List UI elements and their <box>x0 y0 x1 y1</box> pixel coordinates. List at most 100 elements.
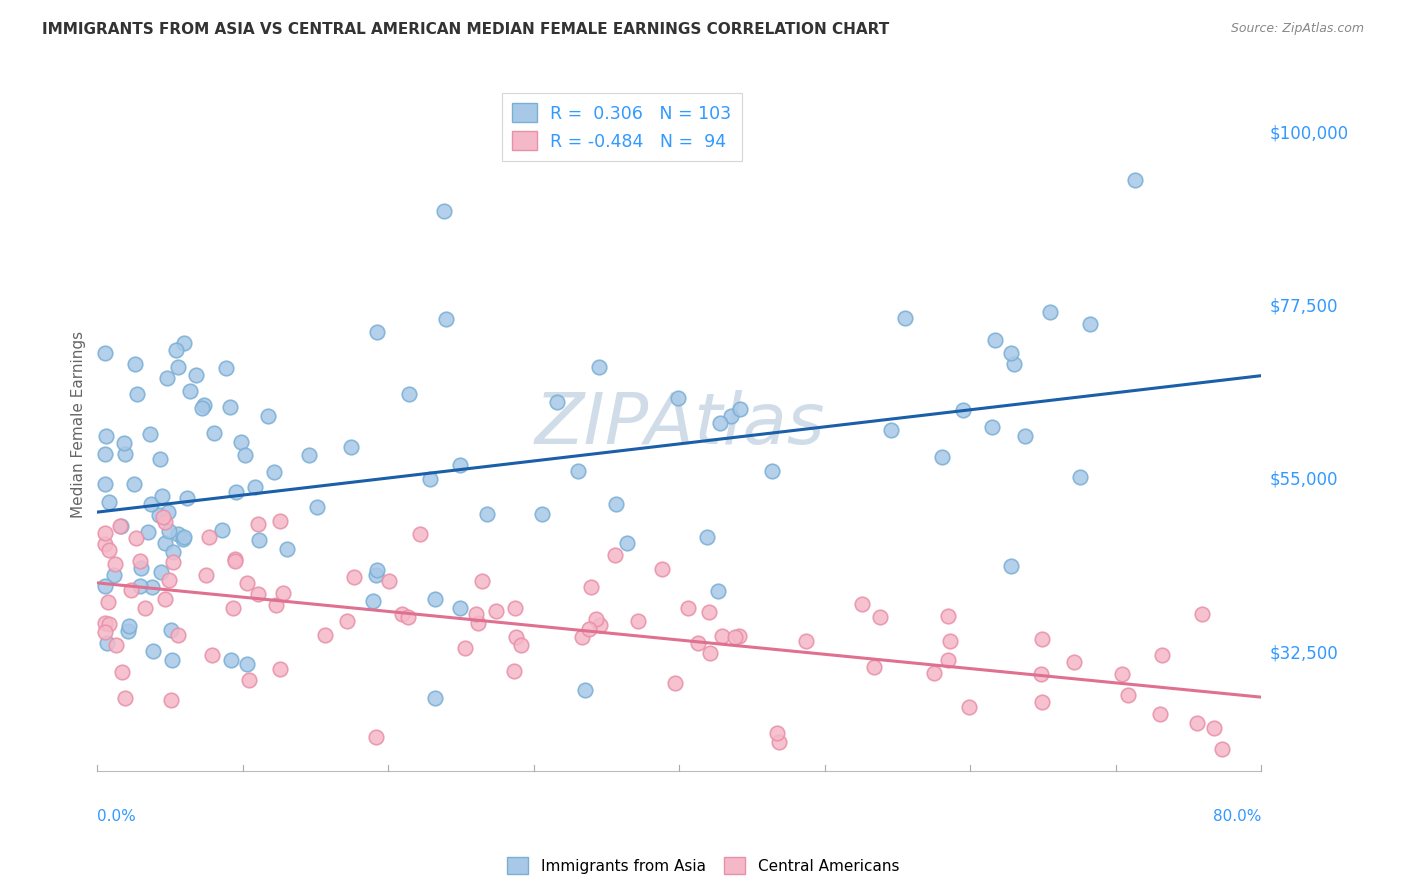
Point <box>134 601 156 615</box>
Point <box>724 630 747 644</box>
Point <box>305 500 328 514</box>
Point <box>117 618 139 632</box>
Point <box>434 312 457 326</box>
Point <box>110 665 132 679</box>
Point <box>336 614 359 628</box>
Point <box>167 360 190 375</box>
Point <box>340 440 363 454</box>
Point <box>1031 695 1053 709</box>
Point <box>167 527 190 541</box>
Point <box>1039 305 1062 319</box>
Point <box>1080 772 1102 787</box>
Point <box>211 523 233 537</box>
Point <box>574 683 596 698</box>
Text: ZIPAtlas: ZIPAtlas <box>534 390 824 458</box>
Point <box>219 653 242 667</box>
Point <box>96 636 118 650</box>
Point <box>433 204 456 219</box>
Point <box>936 609 959 624</box>
Point <box>1031 667 1053 681</box>
Point <box>699 647 721 661</box>
Point <box>98 543 121 558</box>
Legend: Immigrants from Asia, Central Americans: Immigrants from Asia, Central Americans <box>501 851 905 880</box>
Point <box>589 617 612 632</box>
Point <box>149 452 172 467</box>
Point <box>585 612 607 626</box>
Point <box>503 600 526 615</box>
Point <box>1118 688 1140 702</box>
Point <box>159 623 181 637</box>
Point <box>1191 607 1213 621</box>
Point <box>93 615 115 630</box>
Point <box>246 516 269 531</box>
Point <box>191 401 214 415</box>
Point <box>108 519 131 533</box>
Point <box>423 592 446 607</box>
Text: IMMIGRANTS FROM ASIA VS CENTRAL AMERICAN MEDIAN FEMALE EARNINGS CORRELATION CHAR: IMMIGRANTS FROM ASIA VS CENTRAL AMERICAN… <box>42 22 890 37</box>
Legend: R =  0.306   N = 103, R = -0.484   N =  94: R = 0.306 N = 103, R = -0.484 N = 94 <box>502 93 742 161</box>
Point <box>409 527 432 541</box>
Point <box>984 333 1007 347</box>
Point <box>616 535 638 549</box>
Point <box>129 561 152 575</box>
Point <box>869 610 891 624</box>
Point <box>93 346 115 360</box>
Point <box>765 725 787 739</box>
Point <box>156 505 179 519</box>
Point <box>1000 558 1022 573</box>
Point <box>727 629 749 643</box>
Point <box>271 586 294 600</box>
Point <box>449 601 471 615</box>
Point <box>510 638 533 652</box>
Point <box>153 515 176 529</box>
Point <box>120 582 142 597</box>
Point <box>256 409 278 423</box>
Point <box>578 622 600 636</box>
Point <box>269 662 291 676</box>
Point <box>697 605 720 619</box>
Point <box>1069 469 1091 483</box>
Point <box>676 601 699 615</box>
Y-axis label: Median Female Earnings: Median Female Earnings <box>72 331 86 517</box>
Point <box>166 628 188 642</box>
Point <box>366 325 388 339</box>
Point <box>103 557 125 571</box>
Point <box>1002 357 1025 371</box>
Point <box>851 597 873 611</box>
Point <box>129 579 152 593</box>
Point <box>862 660 884 674</box>
Point <box>276 541 298 556</box>
Point <box>936 653 959 667</box>
Point <box>952 403 974 417</box>
Point <box>423 691 446 706</box>
Point <box>238 673 260 687</box>
Point <box>246 587 269 601</box>
Point <box>720 409 742 424</box>
Point <box>173 336 195 351</box>
Point <box>651 562 673 576</box>
Point <box>215 360 238 375</box>
Point <box>931 450 953 464</box>
Point <box>1187 715 1209 730</box>
Point <box>1150 648 1173 663</box>
Point <box>153 591 176 606</box>
Point <box>141 580 163 594</box>
Point <box>709 416 731 430</box>
Point <box>605 497 627 511</box>
Point <box>471 574 494 589</box>
Point <box>377 574 399 588</box>
Point <box>153 536 176 550</box>
Point <box>93 447 115 461</box>
Point <box>125 387 148 401</box>
Point <box>366 563 388 577</box>
Point <box>221 600 243 615</box>
Point <box>114 691 136 706</box>
Point <box>391 607 413 622</box>
Point <box>93 537 115 551</box>
Point <box>218 401 240 415</box>
Point <box>364 568 387 582</box>
Point <box>231 435 253 450</box>
Point <box>98 616 121 631</box>
Point <box>298 448 321 462</box>
Point <box>761 464 783 478</box>
